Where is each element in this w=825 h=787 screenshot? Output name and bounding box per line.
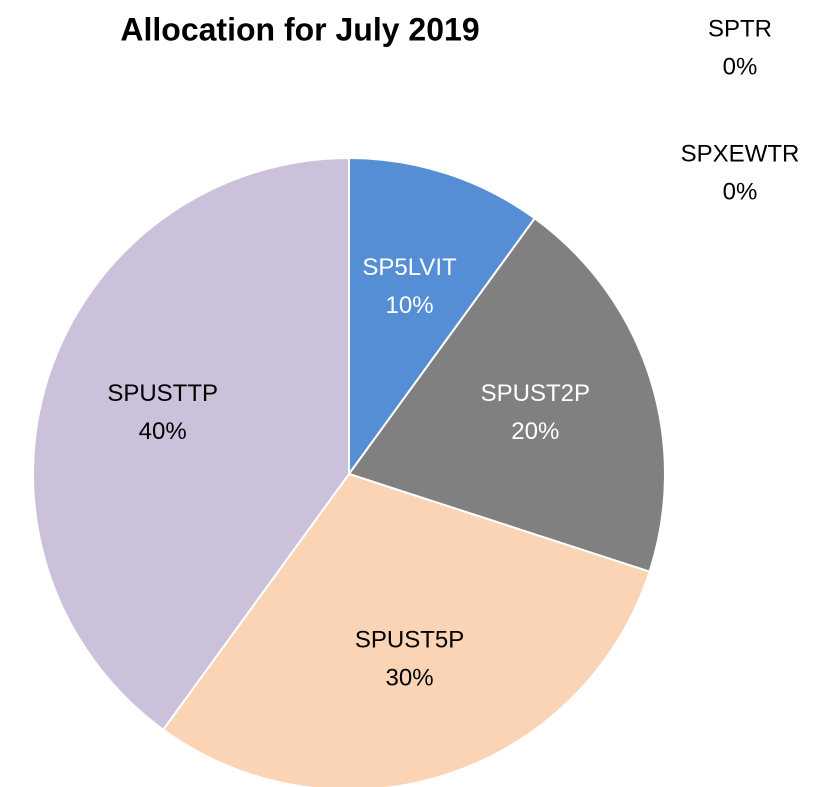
slice-label-name: SPUST5P xyxy=(355,627,464,654)
slice-label-name: SP5LVIT xyxy=(362,254,457,281)
slice-label-name: SPXEWTR xyxy=(681,140,800,167)
slice-label-value: 0% xyxy=(723,178,758,205)
slice-label-value: 40% xyxy=(139,418,187,445)
slice-label-name: SPTR xyxy=(708,15,772,42)
slice-label-value: 0% xyxy=(723,53,758,80)
pie-slice xyxy=(348,156,537,478)
pie-slice xyxy=(32,156,350,732)
pie-slice xyxy=(161,472,651,787)
slice-label-name: SPUSTTP xyxy=(107,380,218,407)
slice-label-value: 10% xyxy=(386,292,434,319)
chart-title: Allocation for July 2019 xyxy=(120,11,479,47)
slice-label-value: 20% xyxy=(511,418,559,445)
pie-slice xyxy=(347,216,666,573)
slice-label-value: 30% xyxy=(386,665,434,692)
slice-label-name: SPUST2P xyxy=(481,380,590,407)
